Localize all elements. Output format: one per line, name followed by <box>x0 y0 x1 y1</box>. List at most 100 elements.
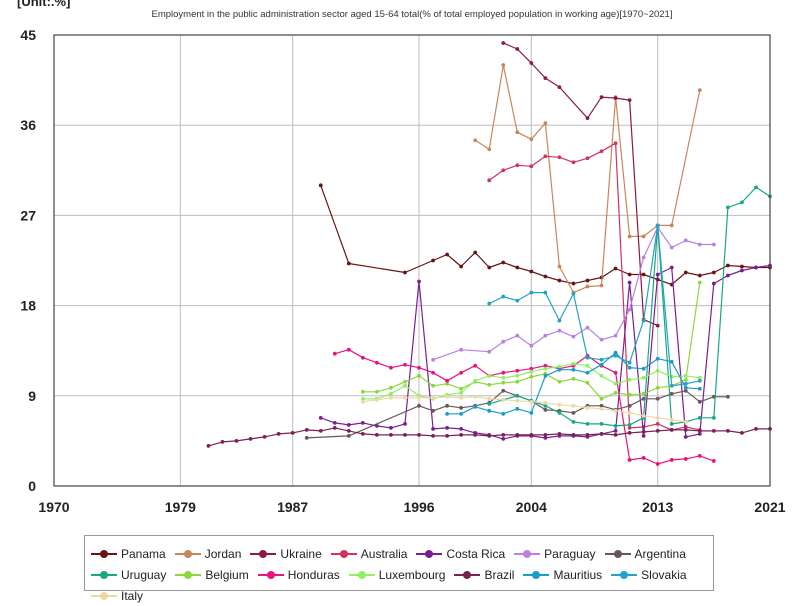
data-point <box>501 339 506 344</box>
data-point <box>655 368 660 373</box>
data-point <box>543 363 548 368</box>
data-point <box>431 370 435 375</box>
legend-label: Slovakia <box>641 567 687 582</box>
data-point <box>431 357 435 362</box>
data-point <box>697 88 702 93</box>
data-point <box>529 269 534 274</box>
data-point <box>304 435 309 440</box>
data-point <box>529 137 534 142</box>
data-point <box>613 353 618 358</box>
data-point <box>403 270 407 275</box>
data-point <box>655 323 660 328</box>
series-line <box>320 185 770 286</box>
data-point <box>641 391 646 396</box>
data-point <box>725 394 730 399</box>
data-point <box>557 264 562 269</box>
data-point <box>627 377 632 382</box>
data-point <box>459 411 464 416</box>
data-point <box>557 410 562 415</box>
data-point <box>445 252 449 257</box>
legend-label: Panama <box>121 546 166 561</box>
data-point <box>669 245 674 250</box>
legend-item: Italy <box>91 585 143 606</box>
data-point <box>697 273 702 278</box>
legend-swatch <box>91 569 117 581</box>
legend-label: Mauritius <box>553 567 603 582</box>
data-point <box>613 333 618 338</box>
data-point <box>599 421 604 426</box>
data-point <box>683 385 688 390</box>
x-tick-label: 1970 <box>38 499 69 515</box>
legend-swatch <box>175 569 202 581</box>
legend-item: Slovakia <box>611 564 687 585</box>
legend-item: Mauritius <box>523 564 602 585</box>
data-point <box>543 435 548 440</box>
data-point <box>459 426 464 431</box>
data-point <box>599 403 604 408</box>
data-point <box>571 291 576 296</box>
x-tick-label: 1979 <box>165 499 196 515</box>
data-point <box>641 366 646 371</box>
data-point <box>627 234 632 239</box>
legend-swatch <box>257 569 284 581</box>
data-point <box>641 255 646 260</box>
data-point <box>332 420 337 425</box>
data-point <box>571 160 576 165</box>
data-point <box>529 374 534 379</box>
data-point <box>501 411 506 416</box>
data-point <box>234 439 239 443</box>
data-point <box>655 396 660 401</box>
data-point <box>725 428 730 433</box>
data-point <box>655 385 660 390</box>
data-point <box>487 396 492 401</box>
data-point <box>627 422 632 427</box>
data-point <box>655 223 660 228</box>
y-tick-label: 36 <box>20 117 36 133</box>
data-point <box>304 427 309 432</box>
data-point <box>501 375 506 380</box>
data-point <box>669 383 674 388</box>
legend-label: Australia <box>360 546 408 561</box>
chart-title: Employment in the public administration … <box>152 9 673 20</box>
data-point <box>487 433 492 438</box>
data-point <box>669 391 674 396</box>
series-line <box>503 42 658 327</box>
data-point <box>754 265 758 270</box>
data-point <box>417 279 421 284</box>
data-point <box>529 290 534 295</box>
data-point <box>697 280 702 285</box>
data-point <box>501 294 506 299</box>
data-point <box>360 431 365 436</box>
data-point <box>585 405 590 410</box>
legend-swatch <box>348 569 375 581</box>
data-point <box>725 205 730 210</box>
data-point <box>276 431 281 436</box>
series-jordan <box>473 63 702 295</box>
data-point <box>725 263 730 268</box>
data-point <box>641 429 646 434</box>
data-point <box>683 377 688 382</box>
data-point <box>487 408 492 413</box>
data-point <box>431 408 435 413</box>
data-point <box>641 234 646 239</box>
data-point <box>613 350 618 355</box>
legend-swatch <box>416 548 443 560</box>
x-tick-label: 2004 <box>516 499 547 515</box>
data-point <box>417 373 421 378</box>
data-point <box>543 400 548 405</box>
data-point <box>375 423 379 428</box>
data-point <box>459 386 464 391</box>
data-point <box>248 436 253 441</box>
data-point <box>262 434 267 439</box>
data-point <box>754 426 758 431</box>
data-point <box>557 402 562 407</box>
data-point <box>669 359 674 364</box>
data-point <box>515 333 520 338</box>
tick-labels: 1970 1979 1987 1996 2004 2013 2021 0 9 18 27 36 45 <box>20 27 785 515</box>
data-point <box>697 386 702 391</box>
data-point <box>389 391 393 396</box>
data-point <box>487 178 492 183</box>
data-point <box>487 382 492 387</box>
y-tick-label: 45 <box>20 27 36 43</box>
data-point <box>515 398 520 403</box>
